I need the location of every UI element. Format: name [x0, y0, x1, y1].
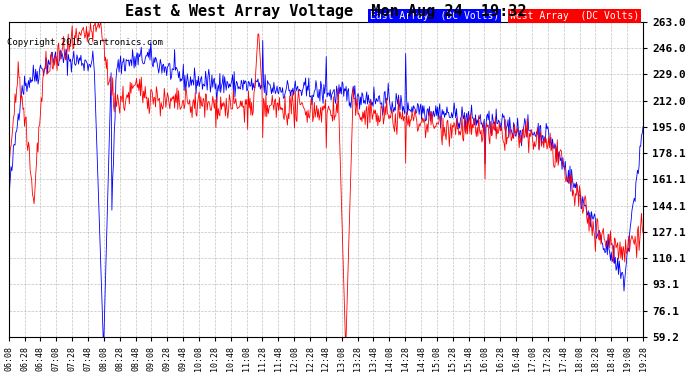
Text: West Array  (DC Volts): West Array (DC Volts) — [510, 10, 639, 21]
Text: Copyright 2015 Cartronics.com: Copyright 2015 Cartronics.com — [7, 38, 163, 47]
Title: East & West Array Voltage  Mon Aug 24  19:32: East & West Array Voltage Mon Aug 24 19:… — [125, 4, 526, 19]
Text: East Array  (DC Volts): East Array (DC Volts) — [371, 10, 500, 21]
